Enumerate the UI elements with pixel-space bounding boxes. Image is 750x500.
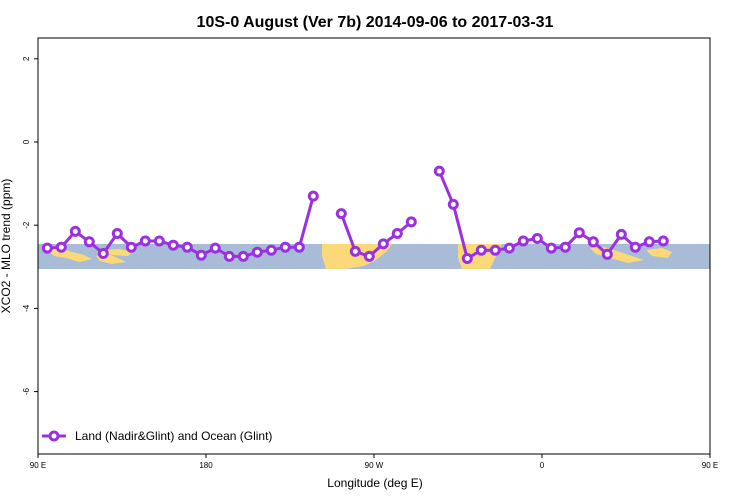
legend: Land (Nadir&Glint) and Ocean (Glint) [42, 429, 272, 443]
legend-label: Land (Nadir&Glint) and Ocean (Glint) [75, 429, 272, 443]
data-point [545, 242, 557, 254]
x-tick-label: 90 E [30, 461, 46, 470]
data-point [279, 241, 291, 253]
data-point [195, 249, 207, 261]
data-point [405, 216, 417, 228]
data-point [223, 250, 235, 262]
y-tick-label: -2 [22, 221, 31, 229]
x-tick-label: 180 [199, 461, 213, 470]
data-point [643, 236, 655, 248]
legend-marker-swatch [48, 430, 60, 442]
data-point [237, 250, 249, 262]
data-point [615, 228, 627, 240]
y-tick-label: 2 [22, 56, 31, 61]
data-point [111, 228, 123, 239]
data-point [97, 248, 109, 259]
data-point [475, 244, 487, 256]
data-point [363, 250, 375, 262]
data-point [69, 225, 81, 237]
data-point [209, 242, 221, 254]
data-point [139, 235, 151, 247]
series-layer [41, 165, 669, 264]
data-point [335, 208, 347, 220]
y-tick-label: -6 [22, 387, 31, 395]
x-tick-label: 90 W [365, 461, 384, 470]
data-point [391, 228, 403, 239]
data-point [587, 236, 599, 248]
data-point [125, 241, 137, 253]
y-tick-label: -4 [22, 304, 31, 312]
land-new-guinea-repeat [646, 248, 672, 258]
data-point [293, 241, 305, 253]
y-axis: 2 0 -2 -4 -6 [22, 56, 38, 395]
data-point [349, 245, 361, 257]
data-point [601, 248, 613, 260]
y-axis-label: XCO2 - MLO trend (ppm) [0, 179, 13, 314]
data-point [447, 198, 459, 210]
x-axis: 90 E 180 90 W 0 90 E [30, 454, 718, 470]
data-point [83, 236, 95, 248]
data-point [433, 165, 445, 177]
data-point [629, 241, 641, 253]
data-point [251, 246, 263, 258]
x-tick-label: 90 E [702, 461, 718, 470]
data-point [559, 241, 571, 253]
data-point [153, 235, 165, 247]
data-point [531, 233, 543, 244]
data-point [55, 241, 67, 253]
x-tick-label: 0 [540, 461, 545, 470]
data-point [167, 239, 179, 251]
data-point [307, 190, 319, 202]
data-point [489, 244, 501, 256]
x-axis-label: Longitude (deg E) [327, 476, 422, 490]
data-point [377, 238, 389, 250]
data-point [265, 244, 277, 256]
data-point [573, 227, 585, 239]
data-point [181, 241, 193, 253]
data-point [503, 242, 515, 254]
y-tick-label: 0 [22, 139, 31, 144]
data-point [461, 253, 473, 264]
data-point [517, 235, 529, 247]
chart-title: 10S-0 August (Ver 7b) 2014-09-06 to 2017… [197, 14, 554, 31]
data-point [657, 235, 669, 247]
data-point [41, 242, 53, 254]
